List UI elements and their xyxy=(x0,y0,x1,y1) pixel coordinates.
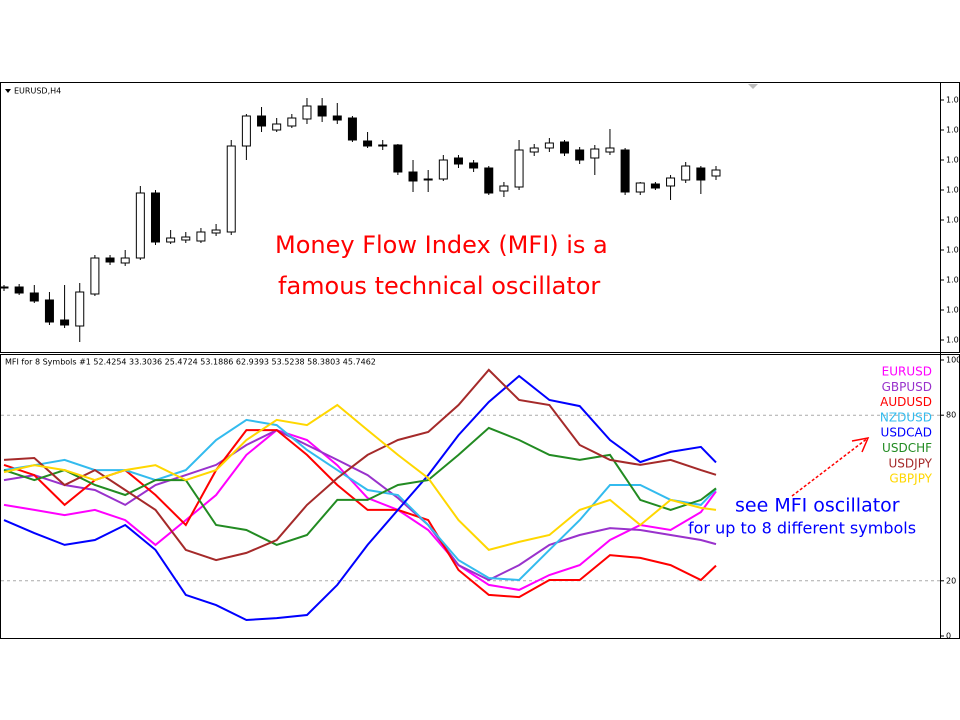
candle-body xyxy=(332,115,342,121)
y-tick-label: 100 xyxy=(946,356,960,365)
candle-body xyxy=(44,299,54,323)
shift-marker xyxy=(748,84,758,89)
candle-body xyxy=(166,237,176,243)
candle-body xyxy=(241,115,251,147)
candle-body xyxy=(347,117,357,141)
arrow xyxy=(791,437,870,497)
y-tick-label: 1.0 xyxy=(946,186,959,195)
candle-body xyxy=(484,167,494,194)
candle-body xyxy=(650,183,660,189)
candle-body xyxy=(302,105,312,120)
candle-body xyxy=(120,257,130,264)
legend-entry: USDCAD xyxy=(881,426,932,440)
candle-body xyxy=(499,185,509,192)
y-tick-label: 20 xyxy=(946,576,956,585)
mfi-line xyxy=(3,428,717,591)
candle-body xyxy=(196,231,206,242)
candle-body xyxy=(696,167,706,181)
candle-body xyxy=(90,257,100,295)
candle-body xyxy=(711,169,721,177)
candle-body xyxy=(575,149,585,161)
legend-entry: EURUSD xyxy=(882,365,932,379)
candle-body xyxy=(105,257,115,263)
annotation: for up to 8 different symbols xyxy=(688,519,916,538)
candle-body xyxy=(287,117,297,127)
y-tick-label: 80 xyxy=(946,411,956,420)
candle-body xyxy=(226,145,236,233)
y-tick-label: 0 xyxy=(946,632,951,641)
price-chart-title: EURUSD,H4 xyxy=(14,87,61,96)
candle-body xyxy=(681,165,691,181)
y-tick-label: 1.0 xyxy=(946,96,959,105)
legend-entry: USDJPY xyxy=(889,456,933,470)
candle-body xyxy=(135,192,145,259)
oscillator-title: MFI for 8 Symbols #1 52.4254 33.3036 25.… xyxy=(5,358,376,367)
annotation: Money Flow Index (MFI) is a xyxy=(275,231,608,259)
candle-body xyxy=(529,147,539,153)
y-tick-label: 1.0 xyxy=(946,336,959,345)
candle-body xyxy=(469,162,479,169)
candle-body xyxy=(363,140,373,147)
candle-body xyxy=(317,105,327,117)
legend-entry: GBPJPY xyxy=(889,472,932,486)
annotation: see MFI oscillator xyxy=(735,495,900,517)
menu-icon xyxy=(5,89,11,93)
candle-body xyxy=(666,177,676,187)
candle-body xyxy=(181,236,191,241)
y-tick-label: 1.0 xyxy=(946,306,959,315)
candle-body xyxy=(0,286,9,289)
mfi-line xyxy=(3,368,717,562)
candle-body xyxy=(211,229,221,234)
candle-body xyxy=(605,147,615,153)
y-tick-label: 1.0 xyxy=(946,276,959,285)
candle-body xyxy=(272,123,282,131)
candle-body xyxy=(514,149,524,188)
legend-entry: USDCHF xyxy=(882,441,932,455)
candle-body xyxy=(590,148,600,159)
legend-entry: AUDUSD xyxy=(880,395,932,409)
legend-entry: GBPUSD xyxy=(882,380,932,394)
candle-body xyxy=(560,141,570,154)
candle-body xyxy=(393,144,403,173)
candle-body xyxy=(150,192,160,243)
candle-body xyxy=(29,292,39,302)
candle-body xyxy=(75,291,85,327)
candle-body xyxy=(60,319,70,326)
candle-body xyxy=(438,159,448,180)
legend-entry: NZDUSD xyxy=(880,410,932,424)
candle-body xyxy=(423,178,433,181)
price-panel xyxy=(0,82,960,353)
annotation: famous technical oscillator xyxy=(278,272,600,300)
y-tick-label: 1.0 xyxy=(946,126,959,135)
candle-body xyxy=(453,157,463,165)
candle-body xyxy=(378,144,388,147)
candle-body xyxy=(620,149,630,193)
candle-body xyxy=(14,286,24,294)
candle-body xyxy=(635,182,645,193)
mfi-line xyxy=(3,428,717,582)
mfi-line xyxy=(3,403,717,552)
oscillator-panel xyxy=(0,354,960,639)
mfi-line xyxy=(3,426,717,546)
mfi-line xyxy=(3,374,717,622)
candle-body xyxy=(257,115,267,127)
y-tick-label: 1.0 xyxy=(946,246,959,255)
y-tick-label: 1.0 xyxy=(946,216,959,225)
y-tick-label: 1.0 xyxy=(946,156,959,165)
candle-body xyxy=(408,171,418,182)
candle-body xyxy=(544,142,554,149)
